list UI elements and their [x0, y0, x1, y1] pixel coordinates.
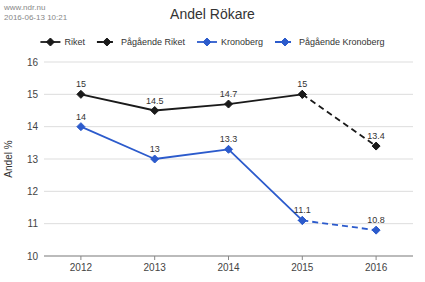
x-tick [302, 256, 303, 260]
data-label: 14.5 [146, 96, 164, 106]
point [77, 123, 85, 131]
legend-label: Riket [64, 37, 85, 47]
chart: www.ndr.nu2016-06-13 10:21 Andel Rökare Ri… [0, 0, 425, 282]
annotation: www.ndr.nu [3, 3, 45, 12]
legend: Riket Pågående Riket Kronoberg Pågående Kro… [40, 37, 384, 47]
point [372, 142, 380, 150]
line [302, 94, 376, 146]
y-tick-label: 11 [28, 218, 39, 229]
x-tick-label: 2014 [217, 262, 240, 273]
x-tick [154, 256, 155, 260]
legend-item: Pågående Riket [97, 37, 186, 47]
point [151, 155, 159, 163]
y-axis-label: Andel % [3, 140, 14, 177]
grid-line [44, 223, 413, 224]
legend-marker [281, 38, 289, 46]
data-label: 15 [297, 79, 307, 89]
grid-line [44, 126, 413, 127]
x-tick [376, 256, 377, 260]
x-tick [80, 256, 81, 260]
y-tick-label: 16 [27, 57, 39, 68]
legend-label: Pågående Riket [121, 37, 186, 47]
title: Andel Rökare [170, 6, 255, 22]
point [298, 90, 306, 98]
line [81, 94, 302, 110]
x-tick-label: 2013 [144, 262, 167, 273]
legend-item: Kronoberg [197, 37, 263, 47]
point [225, 145, 233, 153]
line [302, 220, 376, 230]
y-tick-label: 10 [27, 251, 39, 262]
legend-item: Riket [40, 37, 85, 47]
data-labels: 15 14.5 14.7 15 13.4 14 13 13.3 11.1 10.8 [76, 79, 385, 225]
point [298, 90, 306, 98]
grid-line [44, 191, 413, 192]
y-tick-label: 12 [27, 186, 39, 197]
legend-marker [46, 38, 54, 46]
data-label: 11.1 [294, 205, 311, 215]
point [298, 216, 306, 224]
annotation: 2016-06-13 10:21 [4, 13, 68, 22]
legend-marker [203, 38, 211, 46]
x-tick [228, 256, 229, 260]
point [225, 100, 233, 108]
legend-label: Pågående Kronoberg [299, 37, 385, 47]
data-label: 13.4 [367, 131, 385, 141]
point [77, 90, 85, 98]
data-label: 13 [150, 144, 160, 154]
legend-marker [103, 38, 111, 46]
point [151, 107, 159, 115]
data-label: 13.3 [220, 134, 238, 144]
data-label: 15 [76, 79, 86, 89]
x-tick-label: 2012 [70, 262, 93, 273]
data-label: 10.8 [367, 215, 385, 225]
grid-line [44, 159, 413, 160]
y-tick-label: 14 [27, 121, 39, 132]
legend-item: Pågående Kronoberg [275, 37, 385, 47]
x-tick-label: 2016 [365, 262, 388, 273]
data-label: 14 [76, 112, 86, 122]
line [81, 127, 302, 221]
point [372, 226, 380, 234]
y-tick-label: 15 [27, 89, 39, 100]
legend-label: Kronoberg [221, 37, 263, 47]
grid [44, 62, 413, 256]
point [298, 216, 306, 224]
grid-line [44, 62, 413, 63]
plot-area [77, 90, 380, 234]
y-tick-label: 13 [27, 154, 39, 165]
data-label: 14.7 [220, 89, 238, 99]
x-tick-label: 2015 [291, 262, 314, 273]
